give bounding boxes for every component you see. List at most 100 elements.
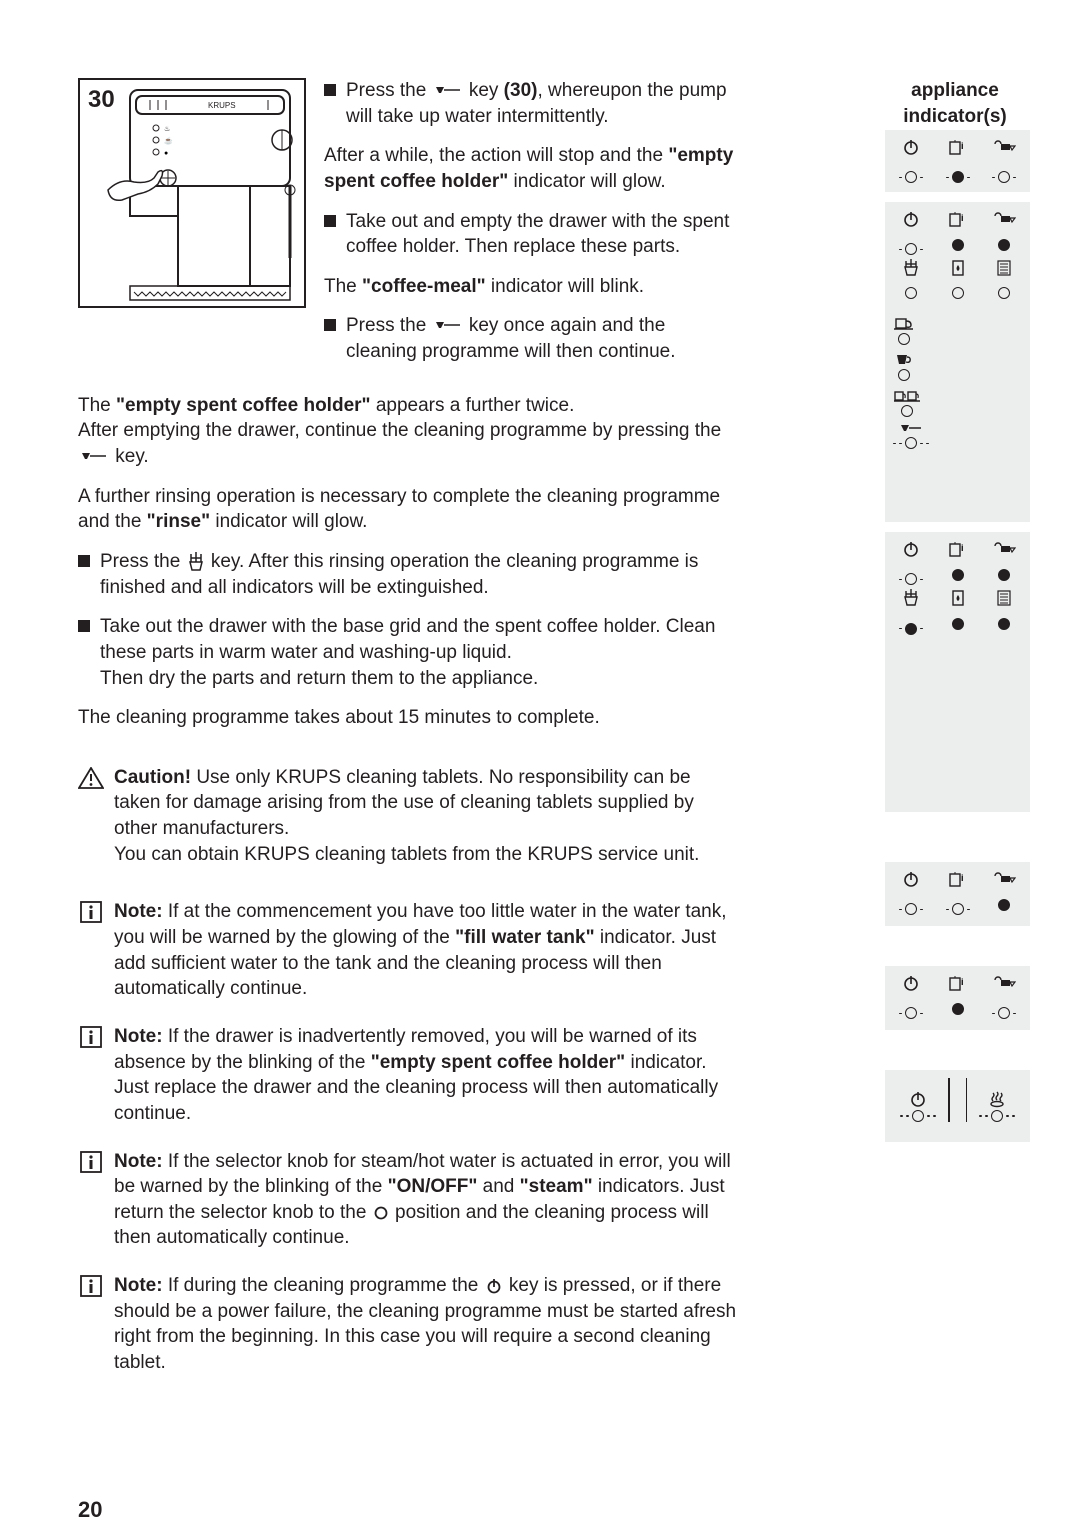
t: Then dry the parts and return them to th… (100, 668, 538, 689)
svg-text:☕: ☕ (164, 136, 173, 145)
note-3: Note: If the selector knob for steam/hot… (78, 1149, 738, 1252)
rinse-key-icon (188, 552, 204, 572)
calc-icon (984, 589, 1024, 609)
espresso-cup-indicator (893, 351, 915, 381)
indicator-panel-1: i (885, 130, 1030, 192)
para-take-out-drawer: Take out and empty the drawer with the s… (324, 209, 738, 260)
coffee-meal-icon (984, 540, 1024, 560)
rinse-icon (891, 259, 931, 279)
para-15-minutes: The cleaning programme takes about 15 mi… (78, 705, 738, 731)
t: Take out and empty the drawer with the s… (346, 211, 729, 258)
water-tank-icon (938, 589, 978, 609)
power-icon (891, 138, 931, 158)
power-key-icon (486, 1278, 502, 1294)
indicator-panel-3: i (885, 532, 1030, 812)
svg-text:♨: ♨ (164, 125, 170, 133)
t: indicator will glow. (210, 511, 367, 532)
t: Press the (346, 80, 432, 101)
calc-icon (984, 259, 1024, 279)
svg-text:i: i (961, 213, 964, 223)
figure-label: 30 (88, 84, 115, 116)
power-icon (891, 870, 931, 890)
t: and (477, 1176, 519, 1197)
note-label: Note: (114, 1275, 163, 1296)
figure-30: KRUPS ♨ ☕ ● (78, 78, 306, 379)
t: The (78, 395, 116, 416)
single-cup-indicator (893, 315, 915, 345)
t: "fill water tank" (455, 927, 594, 948)
funnel-key-icon (80, 451, 108, 463)
info-icon (78, 901, 104, 923)
info-icon (78, 1151, 104, 1173)
para-coffee-meal: The "coffee-meal" indicator will blink. (324, 274, 738, 300)
coffee-meal-icon (984, 870, 1024, 890)
note-label: Note: (114, 1151, 163, 1172)
svg-text:●: ● (164, 150, 168, 157)
t: appears a further twice. (371, 395, 575, 416)
note-1: Note: If at the commencement you have to… (78, 899, 738, 1002)
t: key. (110, 446, 149, 467)
t: "rinse" (147, 511, 210, 532)
svg-text:KRUPS: KRUPS (208, 101, 236, 110)
indicator-sidebar: i i (885, 130, 1030, 1152)
page-number: 20 (78, 1495, 102, 1525)
t: Press the (346, 315, 432, 336)
t: The cleaning programme takes about 15 mi… (78, 707, 600, 728)
indicator-heading-line1: appliance (911, 80, 999, 101)
note-2: Note: If the drawer is inadvertently rem… (78, 1024, 738, 1127)
coffee-meal-icon (984, 138, 1024, 158)
indicator-panel-5: i (885, 966, 1030, 1030)
water-tank-icon (938, 259, 978, 279)
t: After emptying the drawer, continue the … (78, 420, 721, 441)
caution-block: Caution! Use only KRUPS cleaning tablets… (78, 765, 738, 868)
t: (30) (504, 80, 538, 101)
t: "empty spent coffee holder" (371, 1052, 626, 1073)
funnel-key-icon (434, 85, 462, 97)
indicator-heading: appliance indicator(s) (880, 78, 1030, 129)
power-icon (891, 210, 931, 230)
funnel-indicator (893, 423, 929, 449)
indicator-panel-4: i (885, 862, 1030, 926)
t: Use only KRUPS cleaning tablets. No resp… (114, 767, 694, 839)
note-label: Note: (114, 901, 163, 922)
container-icon: i (938, 870, 978, 890)
t: indicator will blink. (486, 276, 644, 297)
t: Take out the drawer with the base grid a… (100, 616, 715, 663)
svg-text:i: i (961, 873, 964, 883)
svg-text:i: i (961, 543, 964, 553)
t: key (464, 80, 504, 101)
indicator-panel-6 (885, 1070, 1030, 1142)
t: Press the (100, 551, 186, 572)
para-press-rinse-key: Press the key. After this rinsing operat… (78, 549, 738, 600)
double-cup-indicator (893, 387, 921, 417)
info-icon (78, 1026, 104, 1048)
container-icon: i (938, 974, 978, 994)
coffee-meal-icon (984, 974, 1024, 994)
t: If during the cleaning programme the (163, 1275, 484, 1296)
note-4: Note: If during the cleaning programme t… (78, 1273, 738, 1376)
indicator-panel-2: i (885, 202, 1030, 522)
steam-icon (988, 1090, 1006, 1108)
info-icon (78, 1275, 104, 1297)
t: "empty spent coffee holder" (116, 395, 371, 416)
t: "steam" (520, 1176, 593, 1197)
para-press-key-30: Press the key (30), whereupon the pump w… (324, 78, 738, 129)
circle-position-icon (374, 1206, 388, 1220)
t: After a while, the action will stop and … (324, 145, 668, 166)
para-appears-twice: The "empty spent coffee holder" appears … (78, 393, 738, 470)
rinse-icon (891, 589, 931, 609)
funnel-key-icon (434, 320, 462, 332)
t: The (324, 276, 362, 297)
t: You can obtain KRUPS cleaning tablets fr… (114, 844, 699, 865)
svg-text:i: i (961, 977, 964, 987)
coffee-meal-icon (984, 210, 1024, 230)
t: indicator will glow. (508, 171, 665, 192)
power-icon (891, 974, 931, 994)
warning-icon (78, 767, 104, 789)
svg-text:i: i (961, 141, 964, 151)
container-icon: i (938, 138, 978, 158)
t: "coffee-meal" (362, 276, 486, 297)
power-icon (891, 540, 931, 560)
caution-label: Caution! (114, 767, 191, 788)
container-icon: i (938, 210, 978, 230)
